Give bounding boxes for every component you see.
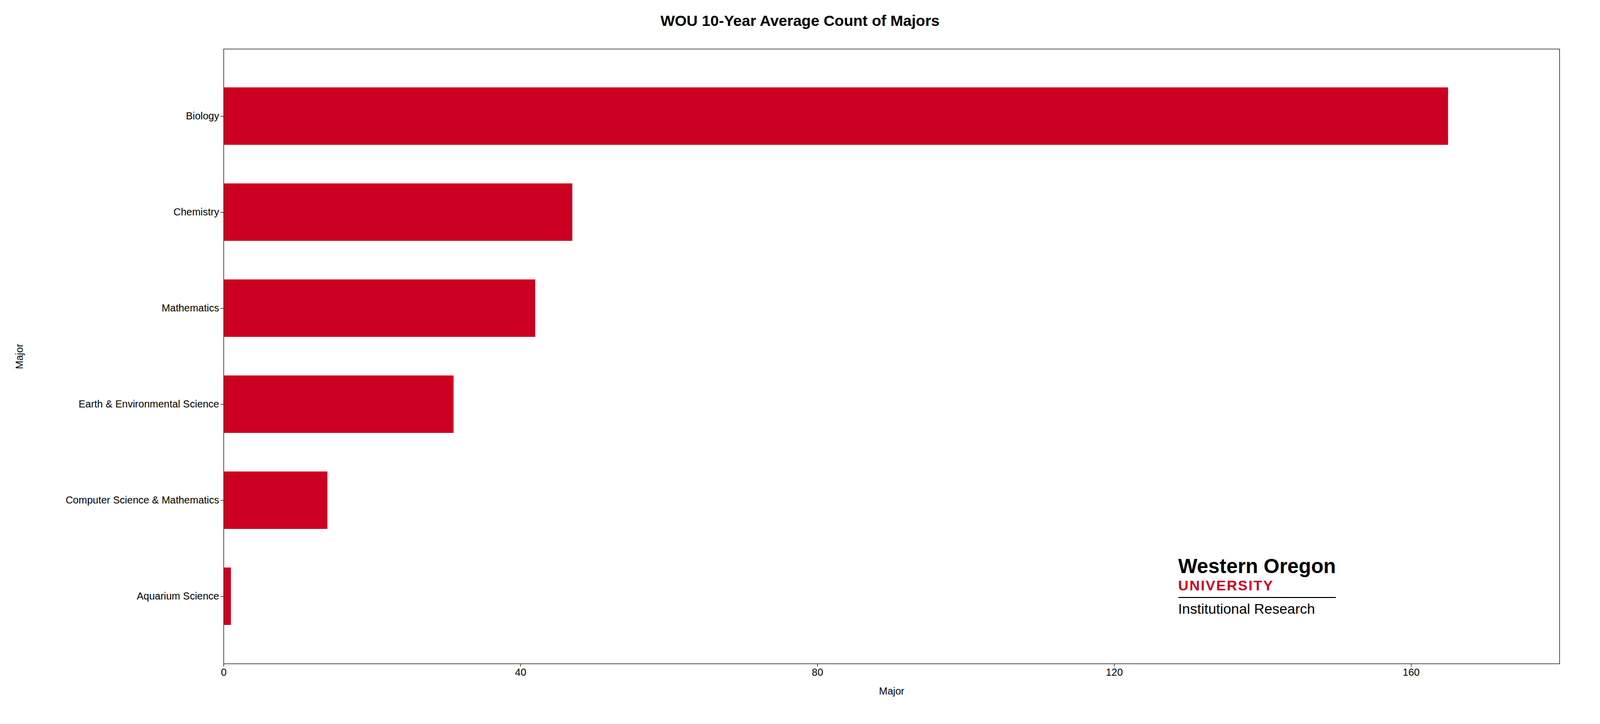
svg-text:Earth & Environmental Science: Earth & Environmental Science: [78, 398, 220, 410]
html-text:UNIVERSITY: UNIVERSITY: [1178, 577, 1274, 594]
svg-text:0: 0: [220, 666, 227, 678]
svg-text:Computer Science & Mathematics: Computer Science & Mathematics: [65, 494, 219, 506]
html-text:Western Oregon: Western Oregon: [1178, 554, 1336, 578]
svg-text:Aquarium Science: Aquarium Science: [136, 590, 219, 602]
svg-text:Major: Major: [878, 685, 905, 697]
html-text:Institutional Research: Institutional Research: [1178, 600, 1315, 617]
svg-text:120: 120: [1105, 666, 1123, 678]
svg-text:Mathematics: Mathematics: [161, 302, 219, 314]
svg-text:Biology: Biology: [185, 110, 220, 122]
html-text:WOU 10-Year Average Count of M: WOU 10-Year Average Count of Majors: [660, 12, 940, 29]
svg-text:Chemistry: Chemistry: [173, 206, 219, 218]
svg-text:80: 80: [811, 666, 823, 678]
svg-text:40: 40: [515, 666, 527, 678]
svg-text:Major: Major: [13, 343, 25, 369]
svg-text:160: 160: [1402, 666, 1420, 678]
